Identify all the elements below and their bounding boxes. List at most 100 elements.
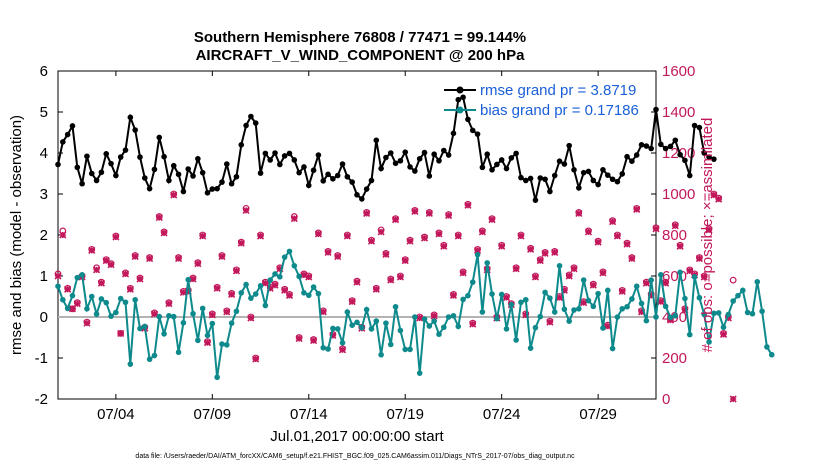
obs-assimilated-marker	[252, 355, 260, 363]
rmse-point	[383, 154, 389, 161]
rmse-point	[662, 145, 669, 152]
obs-assimilated-marker	[348, 298, 356, 306]
rmse-point	[450, 130, 457, 137]
obs-assimilated-marker	[396, 273, 404, 281]
bias-point	[228, 320, 235, 326]
bias-point	[686, 331, 693, 338]
obs-assimilated-marker	[512, 265, 520, 273]
rmse-point	[441, 147, 447, 154]
bias-point	[359, 324, 365, 331]
bias-point	[238, 290, 245, 296]
rmse-point	[122, 147, 129, 153]
bias-point	[69, 292, 76, 299]
bias-point	[392, 303, 399, 310]
bias-point	[619, 306, 626, 312]
y-tick-label: 5	[40, 104, 48, 121]
bias-point	[310, 284, 317, 290]
rmse-point	[320, 178, 327, 184]
obs-assimilated-marker	[131, 252, 139, 261]
bias-point	[445, 314, 452, 320]
rmse-series	[55, 94, 717, 203]
obs-assimilated-marker	[218, 252, 226, 261]
bias-point	[561, 306, 568, 313]
obs-assimilated-marker	[319, 308, 327, 316]
rmse-point	[672, 137, 679, 144]
bias-point	[291, 262, 298, 269]
bias-point	[576, 306, 582, 312]
obs-assimilated-marker	[662, 279, 670, 287]
rmse-point	[204, 189, 211, 196]
bias-point	[629, 296, 635, 302]
rmse-point	[137, 154, 143, 160]
bias-point	[518, 299, 524, 306]
obs-assimilated-marker	[174, 255, 183, 263]
obs-assimilated-marker	[334, 252, 342, 261]
rmse-point	[397, 157, 404, 164]
bias-point	[759, 308, 765, 315]
bias-point	[272, 271, 278, 277]
rmse-point	[195, 155, 201, 162]
obs-assimilated-marker	[242, 206, 250, 214]
obs-assimilated-marker	[633, 205, 641, 213]
obs-assimilated-marker	[575, 209, 583, 218]
obs-assimilated-marker	[73, 300, 81, 308]
bias-point	[465, 292, 471, 299]
obs-assimilated-marker	[189, 275, 197, 283]
rmse-point	[561, 161, 568, 167]
obs-assimilated-marker	[609, 218, 617, 226]
rmse-point	[412, 168, 418, 174]
bias-point	[185, 276, 192, 283]
legend: rmse grand pr = 3.8719 bias grand pr = 0…	[444, 82, 639, 119]
obs-assimilated-marker	[642, 279, 650, 287]
y2-tick-label: 1400	[662, 104, 695, 121]
obs-assimilated-marker	[589, 281, 597, 289]
obs-assimilated-marker	[536, 257, 544, 265]
obs-assimilated-marker	[121, 270, 130, 278]
obs-assimilated-marker	[469, 320, 477, 328]
y-axis-label: rmse and bias (model - observation)	[8, 115, 25, 355]
obs-assimilated-marker	[64, 285, 72, 293]
bias-point	[513, 337, 519, 343]
obs-assimilated-marker	[165, 300, 173, 308]
obs-assimilated-marker	[517, 232, 525, 240]
bias-point	[315, 290, 322, 297]
rmse-point	[349, 179, 355, 185]
bias-point	[122, 299, 129, 306]
bias-point	[113, 309, 119, 316]
rmse-point	[325, 171, 331, 178]
rmse-point	[682, 157, 688, 164]
obs-assimilated-marker	[676, 242, 684, 250]
obs-assimilated-marker	[83, 319, 91, 327]
rmse-point	[465, 116, 471, 123]
obs-assimilated-marker	[652, 225, 660, 233]
bias-point	[277, 274, 283, 280]
rmse-point	[175, 171, 182, 178]
obs-count-markers	[54, 190, 737, 403]
obs-assimilated-marker	[473, 246, 482, 254]
rmse-point	[484, 151, 491, 158]
x-axis-label: Jul.01,2017 00:00:00 start	[270, 428, 444, 445]
obs-assimilated-marker	[392, 216, 400, 224]
obs-assimilated-marker	[420, 234, 429, 242]
bias-point	[209, 320, 216, 327]
obs-assimilated-marker	[343, 232, 351, 240]
rmse-point	[228, 180, 235, 187]
obs-assimilated-marker	[464, 201, 472, 209]
bias-point	[585, 297, 592, 304]
obs-assimilated-marker	[208, 311, 216, 319]
rmse-point	[161, 153, 167, 160]
obs-assimilated-marker	[599, 269, 607, 277]
bias-point	[88, 293, 95, 300]
rmse-point	[527, 175, 534, 182]
bias-point	[378, 351, 384, 358]
bias-point	[142, 323, 148, 330]
bias-point	[571, 307, 577, 313]
rmse-point	[513, 150, 519, 157]
obs-assimilated-marker	[54, 272, 62, 280]
obs-assimilated-marker	[199, 232, 207, 240]
bias-point	[469, 279, 476, 285]
obs-assimilated-marker	[411, 207, 419, 215]
bias-point	[137, 325, 143, 332]
bias-point	[84, 306, 90, 312]
bias-point	[296, 273, 302, 280]
